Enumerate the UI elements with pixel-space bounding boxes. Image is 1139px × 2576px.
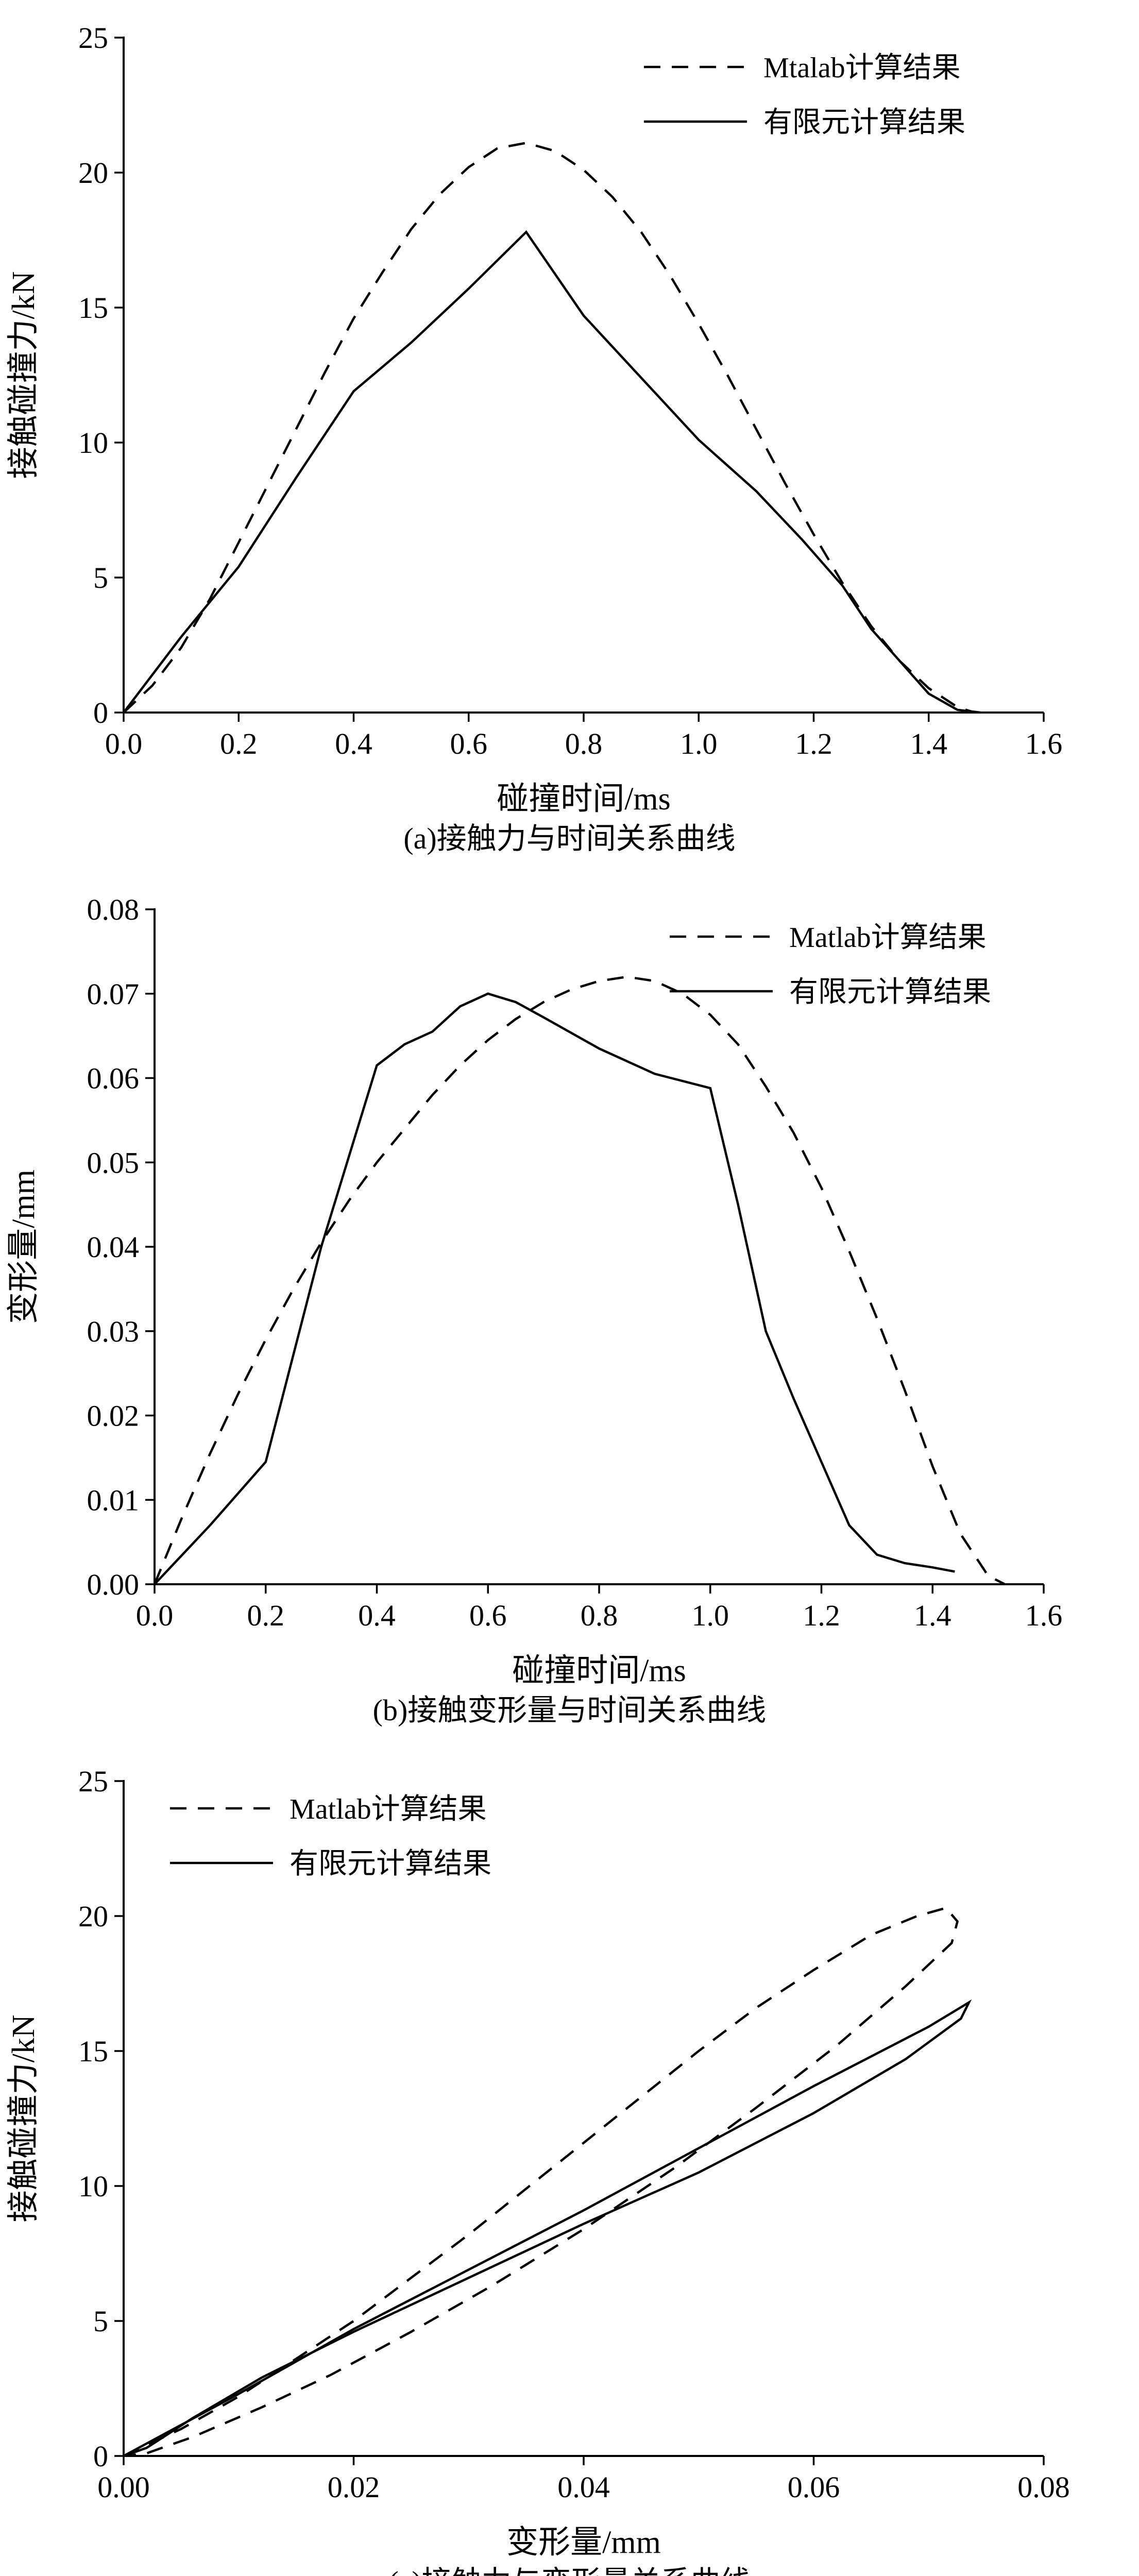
y-tick-label: 5 [93,561,108,595]
y-tick-label: 0.03 [87,1315,140,1348]
y-axis-title: 变形量/mm [6,1170,41,1324]
chart-a-figure: 0.0 0.2 0.4 0.6 0.8 1.0 1.2 1.4 1.6 0 5 10 15 20 25 碰撞时… [0,9,1139,857]
x-tick-label: 0.8 [565,727,603,760]
legend-label: 有限元计算结果 [763,107,965,139]
x-tick-label: 0.4 [358,1599,396,1632]
x-tick-label: 0.0 [136,1599,174,1632]
chart-b-caption: (b)接触变形量与时间关系曲线 [372,1693,767,1727]
series-line-solid [154,992,955,1585]
series-line-dashed [123,142,975,714]
y-tick-label: 15 [78,291,108,325]
y-tick-label: 0.06 [87,1062,140,1095]
x-tick-label: 0.8 [581,1599,618,1632]
y-tick-label: 0.07 [87,977,140,1011]
y-tick-label: 0.05 [87,1146,140,1179]
x-tick-label: 1.4 [914,1599,951,1632]
chart-b-canvas: 0.0 0.2 0.4 0.6 0.8 1.0 1.2 1.4 1.6 0.00 0.01 0.02 0… [6,893,1063,1688]
x-tick-label: 0.02 [328,2470,380,2504]
series-line-dashed [123,1906,959,2458]
chart-c-canvas: 0.00 0.02 0.04 0.06 0.08 0 5 10 15 20 25 变形量/mm 接触碰撞… [6,1765,1070,2560]
series-line-solid [123,1999,972,2458]
legend-label: 有限元计算结果 [789,976,991,1008]
x-tick-label: 0.4 [335,727,372,760]
y-tick-label: 15 [78,2035,108,2068]
y-tick-label: 0.08 [87,893,140,926]
y-axis-title: 接触碰撞力/kN [6,271,41,479]
x-tick-label: 1.2 [795,727,832,760]
chart-b-figure: 0.0 0.2 0.4 0.6 0.8 1.0 1.2 1.4 1.6 0.00 0.01 0.02 0… [0,881,1139,1729]
x-tick-label: 1.0 [692,1599,729,1632]
x-tick-label: 1.6 [1025,727,1063,760]
x-axis-title: 变形量/mm [506,2525,661,2560]
y-tick-label: 25 [78,21,108,55]
series-line-solid [123,230,981,714]
y-tick-label: 0 [93,696,108,730]
legend-label: 有限元计算结果 [290,1848,491,1880]
y-tick-label: 0.00 [87,1568,140,1601]
y-tick-label: 0.02 [87,1399,140,1433]
y-tick-label: 5 [93,2304,108,2338]
series-line-dashed [153,975,1006,1586]
y-axis-title: 接触碰撞力/kN [6,2014,41,2222]
x-tick-label: 0.08 [1017,2470,1070,2504]
y-tick-label: 0 [93,2439,108,2473]
legend-label: Matlab计算结果 [290,1793,487,1825]
y-tick-label: 20 [78,156,108,190]
x-axis-title: 碰撞时间/ms [512,1653,686,1688]
x-tick-label: 0.2 [247,1599,285,1632]
x-tick-label: 0.06 [788,2470,840,2504]
y-tick-label: 25 [78,1765,108,1798]
x-tick-label: 1.0 [680,727,718,760]
y-tick-label: 10 [78,2170,108,2203]
y-tick-label: 20 [78,1900,108,1933]
legend-label: Matlab计算结果 [789,922,987,954]
chart-c-caption: (c)接触力与变形量关系曲线 [0,2557,1139,2576]
y-tick-label: 0.04 [87,1230,140,1264]
x-tick-label: 1.6 [1025,1599,1063,1632]
chart-a-caption: (a)接触力与时间关系曲线 [403,822,736,855]
y-tick-label: 10 [78,426,108,460]
x-tick-label: 0.00 [97,2470,150,2504]
x-tick-label: 1.4 [910,727,948,760]
x-tick-label: 0.6 [450,727,488,760]
y-tick-label: 0.01 [87,1483,140,1517]
chart-a-canvas: 0.0 0.2 0.4 0.6 0.8 1.0 1.2 1.4 1.6 0 5 10 15 20 25 碰撞时… [6,21,1063,817]
x-tick-label: 0.6 [469,1599,507,1632]
x-tick-label: 0.0 [105,727,143,760]
x-tick-label: 1.2 [803,1599,840,1632]
x-tick-label: 0.04 [557,2470,610,2504]
x-tick-label: 0.2 [220,727,258,760]
chart-c-figure: 0.00 0.02 0.04 0.06 0.08 0 5 10 15 20 25 变形量/mm 接触碰撞… [0,1753,1139,2576]
legend-label: Mtalab计算结果 [763,52,961,84]
x-axis-title: 碰撞时间/ms [497,782,671,817]
